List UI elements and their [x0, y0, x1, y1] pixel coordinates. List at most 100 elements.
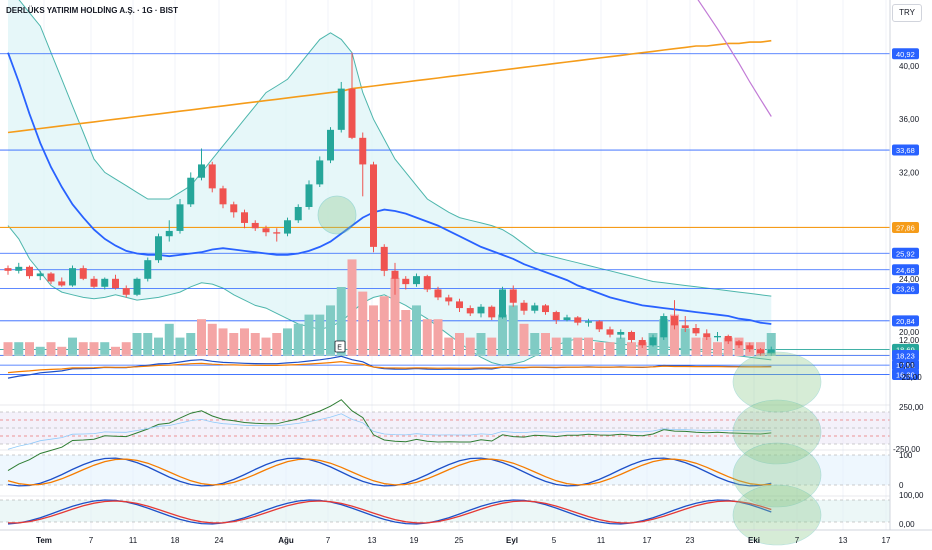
time-axis-tick: 18	[171, 536, 180, 545]
candle-body	[456, 301, 463, 309]
time-axis-tick: 24	[215, 536, 224, 545]
price-level-label: 24,68	[896, 266, 915, 275]
candle-body	[4, 268, 12, 271]
price-level-badge	[892, 369, 919, 381]
candle-body	[316, 160, 324, 185]
candle-body	[402, 278, 410, 285]
time-axis-tick: 5	[552, 536, 557, 545]
candle-body	[305, 184, 313, 207]
price-level-label: 25,92	[896, 249, 915, 258]
price-level-label: 23,26	[896, 285, 915, 294]
volume-bar	[272, 333, 282, 356]
price-axis-tick: 24,00	[899, 275, 920, 284]
volume-bar	[304, 314, 314, 356]
candle-body	[574, 317, 582, 323]
volume-bar	[250, 333, 260, 356]
macd-axis-tick: -25,00	[899, 373, 922, 382]
volume-bar	[616, 337, 626, 356]
candle-body	[79, 268, 87, 279]
volume-bar	[766, 333, 776, 356]
time-axis-tick: 19	[410, 536, 419, 545]
volume-bar	[530, 333, 540, 356]
volume-bar	[78, 342, 88, 356]
candle-body	[757, 349, 764, 354]
candle-body	[628, 332, 635, 340]
volume-bar	[433, 319, 443, 356]
candle-body	[101, 278, 109, 287]
candle-body	[542, 305, 549, 313]
cci-green-line	[7, 399, 772, 472]
volume-bar	[562, 337, 572, 356]
time-axis-tick: 11	[597, 536, 606, 545]
volume-bar	[422, 319, 432, 356]
candle-body	[681, 325, 689, 329]
cci-axis-tick: -250,00	[893, 445, 921, 454]
candle-body	[477, 306, 485, 314]
price-axis-tick: 32,00	[899, 168, 920, 177]
candle-body	[380, 246, 388, 271]
candle-body	[219, 188, 227, 205]
volume-bar	[68, 337, 77, 356]
time-axis-tick: Eyl	[506, 536, 518, 545]
candle-body	[176, 204, 184, 231]
volume-bar	[175, 337, 185, 356]
candle-body	[133, 278, 141, 295]
candle-body	[155, 236, 162, 261]
time-axis-tick: 7	[326, 536, 331, 545]
cci-blue-line	[7, 413, 772, 450]
candle-body	[509, 289, 517, 303]
volume-bar	[444, 337, 454, 356]
time-axis-tick: 17	[882, 536, 891, 545]
candle-body	[262, 228, 270, 233]
price-level-label: 27,86	[896, 223, 915, 232]
volume-bar	[379, 296, 389, 356]
candle-body	[273, 232, 281, 234]
volume-bar	[240, 328, 249, 356]
price-level-label: 33,68	[896, 146, 915, 155]
event-marker-box	[334, 340, 346, 353]
volume-bar	[326, 305, 335, 356]
stoch-axis-tick: 100	[899, 451, 913, 460]
candle-body	[649, 337, 657, 346]
currency-button[interactable]: TRY	[892, 4, 922, 22]
time-axis-tick: Eki	[748, 536, 760, 545]
candle-body	[423, 276, 431, 290]
candle-body	[531, 305, 539, 311]
volume-bar	[132, 333, 142, 356]
volume-bar	[691, 337, 701, 356]
volume-bar	[111, 346, 120, 356]
volume-bar	[197, 319, 206, 356]
time-axis-tick: 7	[795, 536, 800, 545]
volume-bar	[57, 346, 67, 356]
candle-body	[638, 339, 646, 346]
volume-bar	[627, 342, 636, 356]
volume-bar	[14, 342, 24, 356]
price-level-badge	[892, 144, 919, 156]
time-axis-tick: 23	[686, 536, 695, 545]
price-level-label: 17,51	[896, 361, 915, 370]
price-level-badge	[892, 264, 919, 276]
volume-bar	[229, 333, 239, 356]
volume-bar	[315, 314, 325, 356]
highlight-blob	[732, 351, 822, 413]
volume-bar	[186, 333, 196, 356]
volume-bar	[336, 287, 346, 356]
volume-bar	[465, 337, 475, 356]
candle-body	[348, 88, 356, 138]
volume-bar	[207, 323, 217, 356]
volume-bar	[164, 323, 174, 356]
candle-body	[735, 341, 743, 346]
price-axis-tick: 40,00	[899, 62, 920, 71]
candle-body	[660, 316, 668, 338]
stoch-axis-tick: 0	[899, 481, 904, 490]
bollinger-upper-line	[18, 0, 772, 297]
price-level-label: 16,80	[896, 371, 915, 380]
candle-body	[671, 316, 678, 326]
volume-bar	[347, 259, 357, 356]
time-axis-tick: 13	[839, 536, 848, 545]
price-level-badge	[892, 247, 919, 259]
volume-bar	[541, 333, 550, 356]
macd-orange-line	[7, 360, 772, 374]
candle-body	[606, 329, 614, 335]
